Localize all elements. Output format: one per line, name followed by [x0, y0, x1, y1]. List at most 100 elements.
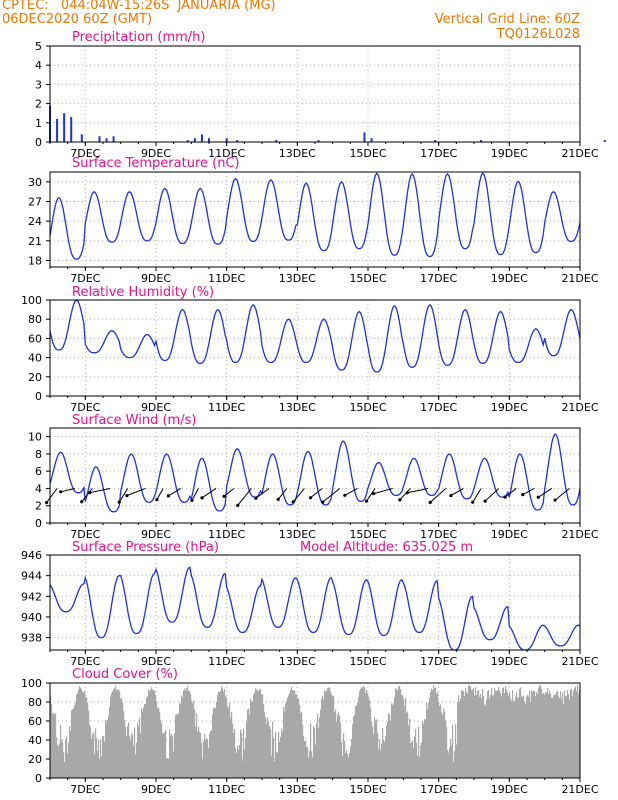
cloud-bar [281, 728, 283, 778]
wind-vector [429, 488, 447, 503]
cloud-bar [248, 708, 250, 778]
cloud-bar [353, 716, 355, 778]
cloud-bar [139, 717, 141, 778]
cloud-bar [80, 687, 82, 778]
cloud-bar [476, 695, 478, 778]
cloud-bar [388, 713, 390, 778]
wind-arrowhead [521, 493, 525, 497]
cloud-bar [510, 698, 512, 778]
cloud-bar [544, 694, 546, 778]
x-tick-label: 17DEC [420, 528, 457, 541]
cloud-bar [82, 691, 84, 778]
y-tick-label: 5 [35, 40, 42, 53]
cloud-bar [412, 740, 414, 778]
precip-bar [105, 138, 108, 142]
cloud-bar [166, 758, 168, 778]
cloud-bar [437, 692, 439, 778]
x-tick-label: 17DEC [420, 783, 457, 796]
y-tick-label: 942 [21, 590, 42, 603]
cloud-bar [100, 739, 102, 778]
precip-bar [80, 134, 83, 142]
cloud-bar [310, 723, 312, 778]
cloud-bar [503, 687, 505, 778]
cloud-bar [307, 747, 309, 778]
cloud-bar [436, 693, 438, 778]
cloud-bar [57, 744, 59, 778]
precip-bar [370, 138, 373, 142]
x-tick-label: 15DEC [349, 528, 386, 541]
cloud-bar [69, 725, 71, 778]
cloud-bar [563, 703, 565, 778]
cloud-bar [183, 690, 185, 778]
cloud-bar [362, 687, 364, 778]
cloud-bar [84, 691, 86, 778]
cloud-bar [409, 718, 411, 778]
cloud-bar [240, 729, 242, 778]
cloud-bar [403, 698, 405, 778]
cloud-bar [507, 692, 509, 778]
cloud-bar [559, 698, 561, 778]
cloud-bar [267, 717, 269, 778]
cloud-bar [435, 687, 437, 778]
cloud-bar [560, 691, 562, 778]
cloud-bar [379, 739, 381, 778]
cloud-bar [265, 717, 267, 778]
wind-arrowhead [321, 500, 325, 504]
cloud-bar [570, 689, 572, 778]
cloud-bar [177, 713, 179, 778]
wind-arrowhead [471, 500, 475, 504]
cloud-bar [279, 741, 281, 778]
wind-vector [292, 488, 305, 503]
cloud-bar [292, 690, 294, 778]
y-tick-label: 944 [21, 570, 42, 583]
cloud-bar [317, 713, 319, 778]
x-tick-label: 15DEC [349, 147, 386, 160]
cloud-bar [71, 710, 73, 778]
wind-arrowhead [59, 490, 63, 494]
cloud-bar [359, 691, 361, 778]
cloud-bar [197, 731, 199, 778]
x-tick-label: 7DEC [70, 401, 100, 414]
cloud-bar [498, 686, 500, 778]
cloud-bar [228, 708, 230, 778]
x-tick-label: 19DEC [491, 272, 528, 285]
cloud-bar [485, 705, 487, 778]
cloud-bar [234, 729, 236, 778]
cloud-bar [328, 687, 330, 778]
cloud-bar [63, 752, 65, 778]
cloud-bar [156, 701, 158, 778]
cloud-bar [244, 749, 246, 778]
wind-vector [156, 488, 164, 500]
wind-vector [223, 488, 235, 497]
cloud-bar [270, 729, 272, 778]
x-tick-label: 9DEC [141, 147, 171, 160]
cloud-bar [343, 733, 345, 778]
cloud-bar [350, 746, 352, 778]
cloud-bar [546, 692, 548, 778]
x-tick-label: 13DEC [279, 783, 316, 796]
cloud-bar [215, 708, 217, 778]
cloud-bar [167, 758, 169, 778]
cloud-bar [529, 690, 531, 778]
cloud-bar [445, 720, 447, 778]
cloud-bar [205, 739, 207, 778]
cloud-bar [96, 737, 98, 778]
cloud-bar [68, 742, 70, 778]
panel-frame [49, 171, 581, 268]
cloud-bar [229, 702, 231, 778]
cloud-bar [295, 694, 297, 778]
y-tick-label: 60 [28, 332, 42, 345]
cloud-bar [259, 689, 261, 778]
cloud-bar [440, 704, 442, 778]
cloud-bar [251, 701, 253, 778]
cloud-bar [309, 751, 311, 778]
cloud-bar [109, 706, 111, 778]
series-line-pres [49, 566, 581, 651]
cloud-bar [114, 688, 116, 778]
cloud-bar [287, 697, 289, 778]
cloud-bar [118, 689, 120, 778]
cloud-bar [565, 696, 567, 778]
cloud-bar [210, 731, 212, 778]
x-tick-label: 7DEC [70, 783, 100, 796]
cloud-bar [460, 698, 462, 778]
